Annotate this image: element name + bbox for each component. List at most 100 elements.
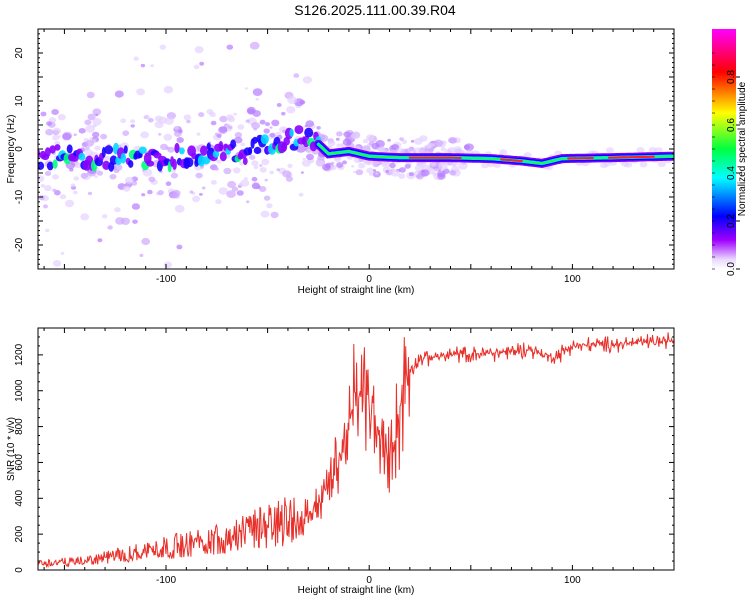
spectrogram-blob (306, 153, 314, 161)
spectrogram-blob (226, 190, 236, 198)
spectrogram-blob (276, 168, 281, 172)
spectrogram-blob (239, 161, 245, 166)
spectrogram-blob (499, 149, 508, 156)
spectrogram-blob (122, 130, 130, 136)
spectrogram-blob (97, 238, 103, 243)
spectrogram-blob (248, 146, 253, 155)
spectrogram-blob (164, 117, 174, 125)
spectrogram-blob (198, 112, 205, 118)
spectrogram-blob (240, 142, 246, 147)
spectrogram-blob (170, 172, 178, 179)
spectrogram-blob (130, 124, 135, 128)
spectrogram-blob (234, 132, 243, 138)
y-tick-label: 800 (14, 418, 25, 435)
spectrogram-blob (246, 200, 250, 204)
snr-frame (37, 327, 675, 571)
spectrogram-blob (414, 137, 423, 145)
spectrogram-blob (140, 63, 146, 68)
spectrogram-blob (214, 167, 219, 171)
spectrogram-blob (331, 161, 335, 165)
spectrogram-blob (216, 159, 222, 164)
spectrogram-blob (657, 161, 666, 168)
spectrogram-blob (87, 113, 96, 121)
spectrogram-blob (128, 160, 134, 168)
spectrogram-blob (46, 121, 52, 126)
spectrogram-blob (201, 186, 206, 190)
spectrogram-blob (293, 73, 300, 78)
colorbar-gradient (712, 29, 736, 269)
spectrogram-blob (193, 64, 200, 70)
spectrogram-blob (263, 128, 270, 134)
spectrogram-blob (73, 176, 80, 181)
spectrogram-blob (172, 190, 181, 197)
spectrogram-blob (38, 175, 45, 183)
spectrogram-blob (389, 162, 396, 169)
spectrogram-blob (271, 119, 280, 127)
spectrogram-blob (74, 162, 82, 169)
spectrogram-blob (218, 141, 224, 152)
spectrogram-blob (52, 127, 62, 135)
y-tick-label: 1000 (14, 379, 25, 402)
spectrogram-blob (414, 164, 424, 172)
x-tick-label: -100 (156, 274, 176, 285)
spectrogram-blob (124, 176, 134, 184)
spectrogram-blob (606, 147, 614, 154)
spectrogram-blob (523, 152, 532, 159)
spectrogram-blob (230, 139, 237, 149)
spectrogram-blob (244, 177, 248, 181)
spectrogram-blob (136, 88, 146, 96)
spectrogram-blob (80, 172, 89, 179)
spectrogram-blob (387, 138, 391, 142)
spectrogram-blob (40, 111, 47, 117)
spectrogram-blob (163, 85, 174, 94)
spectrogram-blob (299, 100, 306, 105)
spectrogram-blob (336, 143, 342, 148)
spectrogram-blob (242, 157, 248, 166)
spectrogram-blob (132, 219, 138, 224)
spectrogram-blob (72, 190, 78, 195)
spectrogram-blob (109, 155, 118, 165)
spectrogram-blob (165, 181, 172, 186)
spectrogram-blob (40, 184, 46, 188)
spectrogram-blob (141, 193, 146, 197)
spectrogram-blob (448, 137, 456, 144)
spectrogram-blob (282, 170, 292, 178)
spectrogram-blob (286, 106, 296, 114)
spectrogram-blob (95, 113, 99, 117)
spectrogram-blob (80, 213, 90, 221)
spectrogram-blob (174, 126, 179, 130)
spectrogram-blob (251, 182, 260, 190)
spectrogram-blob (259, 119, 266, 125)
spectrogram-blob (147, 189, 153, 195)
spectrogram-blob (336, 131, 343, 137)
spectrogram-blob (366, 167, 375, 174)
spectrogram-blob (178, 129, 183, 134)
spectrogram-blob (458, 161, 468, 170)
spectrogram-blob (141, 237, 151, 246)
spectrogram-blob (139, 253, 144, 257)
spectrogram-blob (336, 162, 344, 168)
y-tick-label: -10 (14, 189, 25, 204)
spectrogram-blob (260, 210, 270, 218)
spectrogram-blob (252, 88, 263, 96)
spectrogram-blob (189, 190, 194, 194)
spectrogram-blob (196, 132, 201, 136)
spectrogram-blob (138, 146, 147, 154)
spectrogram-blob (78, 152, 86, 161)
spectrogram-blob (391, 168, 395, 171)
spectrogram-blob (636, 147, 645, 153)
spectrogram-blob (150, 64, 155, 68)
spectrogram-blob (372, 169, 377, 172)
spectrogram-blob (639, 161, 648, 168)
y-tick-label: 400 (14, 490, 25, 507)
spectrogram-blob (92, 118, 102, 126)
spectrogram-blob (287, 163, 293, 168)
spectrogram-blob (440, 147, 446, 152)
spectrogram-blob (407, 147, 416, 154)
spectrogram-blob (100, 133, 108, 140)
spectrogram-blob (60, 251, 65, 255)
spectrogram-blob (210, 120, 217, 126)
spectrogram-blob (44, 185, 52, 192)
spectrogram-blob (375, 140, 385, 148)
spectrogram-blob (104, 145, 114, 155)
